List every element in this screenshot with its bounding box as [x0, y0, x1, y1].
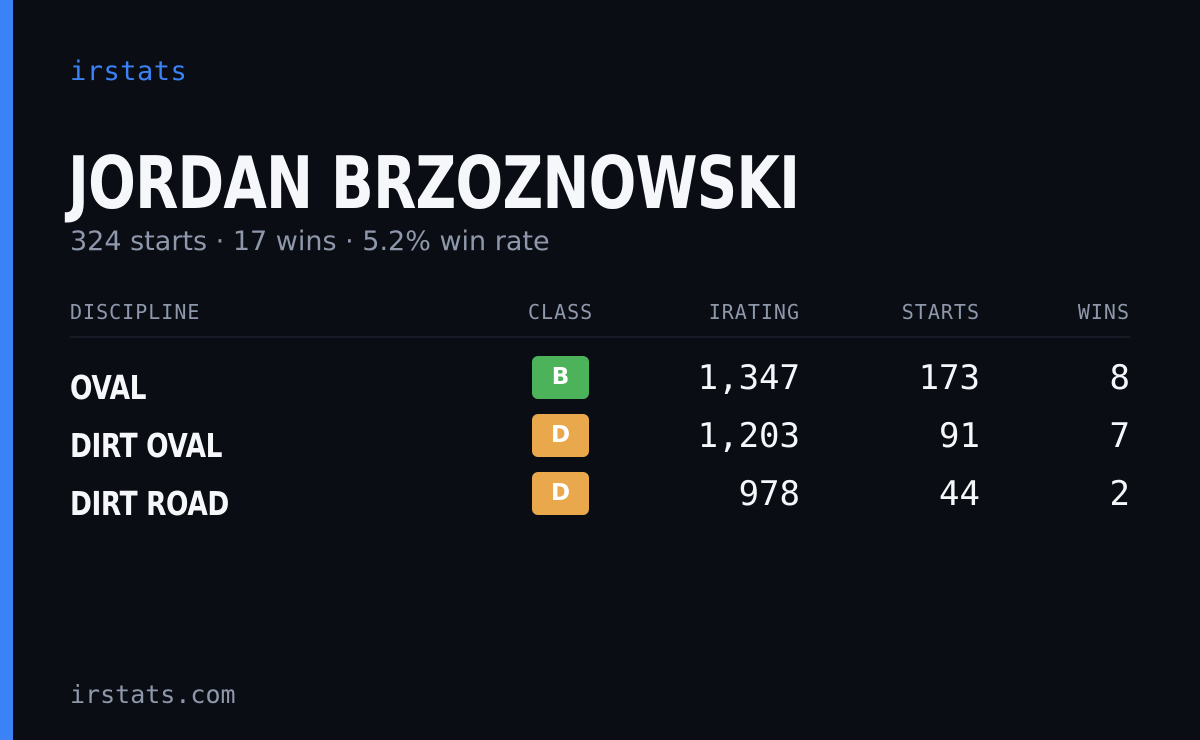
accent-bar: [0, 0, 13, 740]
irating-value: 1,203: [697, 416, 800, 456]
stats-table: DISCIPLINE CLASS IRATING STARTS WINS OVA…: [70, 296, 1130, 528]
discipline-name: DIRT OVAL: [70, 426, 223, 465]
wins-value: 2: [1109, 474, 1130, 514]
starts-value: 44: [939, 474, 980, 514]
footer-url: irstats.com: [70, 680, 236, 709]
class-badge: B: [532, 356, 589, 399]
discipline-name: OVAL: [70, 368, 147, 407]
table-row: DIRT ROAD D 978 44 2: [70, 470, 1130, 528]
starts-value: 173: [918, 358, 980, 398]
starts-value: 91: [939, 416, 980, 456]
wins-value: 8: [1109, 358, 1130, 398]
class-badge: D: [532, 472, 589, 515]
irating-value: 1,347: [697, 358, 800, 398]
driver-summary: 324 starts · 17 wins · 5.2% win rate: [70, 226, 550, 257]
brand-logo: irstats: [70, 56, 188, 87]
table-body: OVAL B 1,347 173 8 DIRT OVAL D 1,203 91 …: [70, 338, 1130, 528]
discipline-name: DIRT ROAD: [70, 484, 229, 523]
table-header: DISCIPLINE CLASS IRATING STARTS WINS: [70, 296, 1130, 338]
header-starts: STARTS: [901, 300, 980, 324]
table-row: DIRT OVAL D 1,203 91 7: [70, 412, 1130, 470]
table-row: OVAL B 1,347 173 8: [70, 354, 1130, 412]
class-badge: D: [532, 414, 589, 457]
driver-name: JORDAN BRZOZNOWSKI: [68, 141, 800, 225]
header-class: CLASS: [528, 300, 594, 324]
header-wins: WINS: [1077, 300, 1130, 324]
header-discipline: DISCIPLINE: [70, 300, 201, 324]
irating-value: 978: [738, 474, 800, 514]
wins-value: 7: [1109, 416, 1130, 456]
header-irating: IRATING: [708, 300, 800, 324]
